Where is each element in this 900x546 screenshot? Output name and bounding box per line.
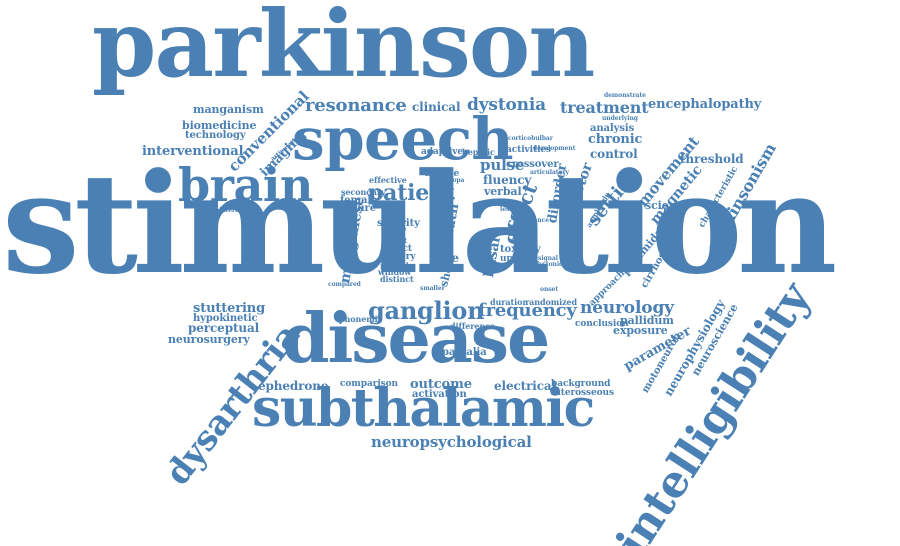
word-fluency: fluency (483, 173, 532, 187)
word-signal: signal (538, 255, 559, 262)
word-secondary: secondary (341, 187, 386, 197)
word-dystonia: dystonia (467, 95, 546, 115)
word-technology: technology (185, 130, 246, 141)
word-stuttering: stuttering (193, 301, 266, 316)
word-encephalopathy: encephalopathy (648, 97, 762, 112)
word-pallidum: pallidum (620, 314, 674, 327)
word-treatment: treatment (560, 98, 649, 117)
word-hepatic: hepatic (462, 147, 495, 157)
word-brain: brain (178, 158, 313, 212)
word-window: window (378, 267, 412, 277)
word-battery: battery (380, 252, 416, 262)
word-subthalamic: subthalamic (252, 378, 595, 439)
word-analysis: analysis (590, 123, 635, 134)
word-crossover: crossover (506, 159, 559, 170)
word-chronic: chronic (588, 132, 643, 147)
word-phonemic: phonemic (339, 314, 383, 324)
word-effective: effective (369, 175, 407, 185)
word-perceptual: perceptual (188, 321, 260, 335)
word-ganglion: ganglion (368, 296, 485, 325)
word-outcome: outcome (410, 377, 472, 392)
word-background: background (551, 379, 611, 389)
word-activation: activation (412, 389, 467, 400)
word-neurosurgery: neurosurgery (168, 333, 250, 346)
word-articulatory: articulatory (530, 169, 569, 176)
word-threshold: threshold (680, 152, 744, 166)
word-tract: tract (388, 244, 412, 254)
word-exposure: exposure (613, 324, 668, 337)
word-manganism: manganism (193, 103, 264, 116)
word-lesion: lesion (500, 206, 520, 213)
word-distinct: distinct (380, 274, 414, 284)
word-verbal: verbal (484, 185, 522, 198)
word-patient: patient (368, 180, 455, 206)
word-conclusion: conclusion (575, 319, 629, 329)
word-compared: compared (328, 281, 361, 288)
word-pulse: pulse (480, 156, 525, 174)
word-contralateral: contralateral (198, 207, 242, 214)
word-levodopa: levodopa (435, 177, 465, 184)
word-activities: activities (506, 145, 552, 155)
word-hypokinetic: hypokinetic (193, 313, 258, 324)
word-demonstrate: demonstrate (604, 92, 646, 99)
word-comparison: comparison (340, 379, 399, 389)
word-neuropsychological: neuropsychological (371, 433, 532, 451)
word-parkinson: parkinson (92, 0, 595, 98)
word-electrical: electrical (494, 379, 556, 393)
word-severity: severity (377, 218, 420, 229)
word-randomized: randomized (525, 297, 578, 307)
word-feature: feature (336, 203, 376, 214)
word-interventional: interventional (142, 144, 244, 159)
word-adaptive: adaptive (421, 147, 464, 157)
word-resonance: resonance (305, 95, 407, 116)
word-upper: upper (500, 254, 530, 264)
word-evidence: evidence (520, 217, 549, 224)
word-corticobulbar: corticobulbar (508, 135, 553, 142)
word-smaller: smaller (420, 285, 445, 292)
word-disease: disease (282, 299, 550, 379)
word-side: side (432, 251, 459, 265)
word-speech: speech (292, 105, 514, 173)
word-female: female (340, 195, 378, 206)
word-middle: middle (425, 169, 460, 179)
word-neural: neural (380, 261, 409, 271)
word-biomedicine: biomedicine (182, 119, 257, 132)
word-development: development (533, 145, 576, 152)
word-toxicity: toxicity (500, 244, 541, 255)
word-palilalia: palilalia (442, 347, 487, 358)
word-dystonic: dystonic (535, 261, 563, 268)
word-neurology: neurology (580, 298, 674, 318)
word-frequency: frequency (478, 300, 577, 321)
word-control: control (590, 147, 638, 161)
word-underlying: underlying (602, 115, 638, 122)
word-ephedrone: ephedrone (258, 379, 329, 393)
word-stimulation: stimulation (2, 142, 837, 305)
word-gait: gait (392, 236, 408, 245)
word-interosseous: interosseous (551, 388, 614, 398)
word-duration: duration (490, 297, 529, 307)
word-science: science (645, 199, 690, 212)
word-difference: difference (450, 321, 495, 331)
word-clinical: clinical (412, 100, 461, 114)
word-onset: onset (540, 286, 559, 293)
